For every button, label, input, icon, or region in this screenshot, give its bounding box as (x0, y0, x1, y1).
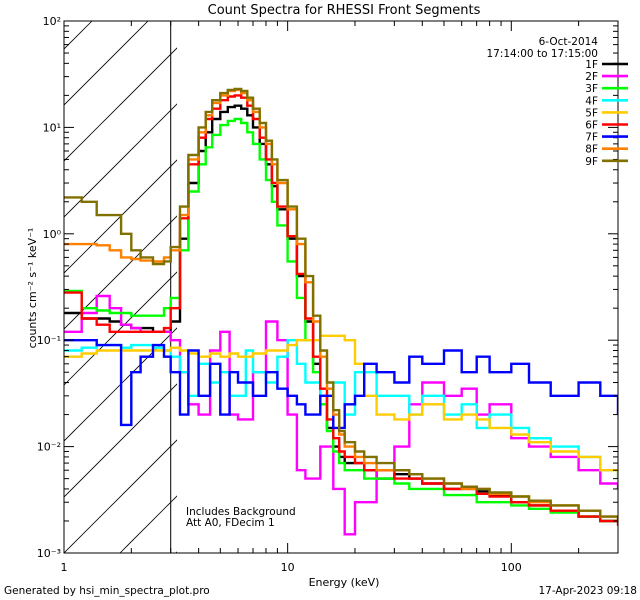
y-tick-label-1e-1: 10⁻¹ (37, 334, 61, 347)
series-1F (64, 104, 618, 523)
hatch-line (64, 383, 177, 498)
legend-label-7F: 7F (585, 132, 598, 144)
x-tick-label-1: 1 (61, 561, 68, 574)
legend-label-4F: 4F (585, 95, 598, 107)
x-tick-label-100: 100 (501, 561, 522, 574)
hatch-line (64, 103, 177, 218)
series-7F (64, 339, 618, 430)
annotation-attenuator: Att A0, FDecim 1 (186, 517, 275, 529)
y-tick-label-1e0: 10⁰ (43, 228, 62, 241)
x-tick-label-10: 10 (281, 561, 295, 574)
legend-label-6F: 6F (585, 120, 598, 132)
legend-label-9F: 9F (585, 156, 598, 168)
chart-title: Count Spectra for RHESSI Front Segments (208, 3, 481, 18)
x-axis-label: Energy (keV) (309, 576, 380, 589)
timestamp-footer: 17-Apr-2023 09:18 (538, 585, 637, 597)
legend-label-2F: 2F (585, 71, 598, 83)
hatch-line (64, 327, 177, 442)
series-9F (64, 87, 618, 521)
series-6F (64, 94, 618, 526)
legend-label-3F: 3F (585, 83, 598, 95)
legend-label-8F: 8F (585, 144, 598, 156)
hatch-line (64, 439, 177, 553)
hatch-line (64, 21, 93, 50)
y-tick-label-1e-2: 10⁻² (37, 441, 61, 454)
time-range-label: 17:14:00 to 17:15:00 (486, 48, 598, 60)
date-label: 6-Oct-2014 (539, 36, 599, 48)
y-tick-label-1e2: 10² (43, 15, 61, 28)
annotation-background: Includes Background (186, 506, 296, 518)
hatch-line (64, 215, 177, 330)
plot-frame (63, 20, 619, 554)
y-tick-label-1e-3: 10⁻³ (37, 547, 61, 560)
series-layer (64, 87, 618, 536)
hatch-line (64, 21, 149, 106)
hatch-line (64, 271, 177, 386)
hatch-line (64, 47, 177, 162)
excluded-energy-hatch (64, 21, 177, 553)
y-axis-label: counts cm⁻² s⁻¹ keV⁻¹ (26, 228, 39, 349)
legend-label-5F: 5F (585, 107, 598, 119)
generator-footer: Generated by hsi_min_spectra_plot.pro (4, 585, 210, 597)
legend-label-1F: 1F (585, 59, 598, 71)
series-3F (64, 117, 618, 523)
series-5F (64, 334, 618, 479)
axis-ticks (63, 20, 619, 554)
y-tick-label-1e1: 10¹ (43, 121, 61, 134)
